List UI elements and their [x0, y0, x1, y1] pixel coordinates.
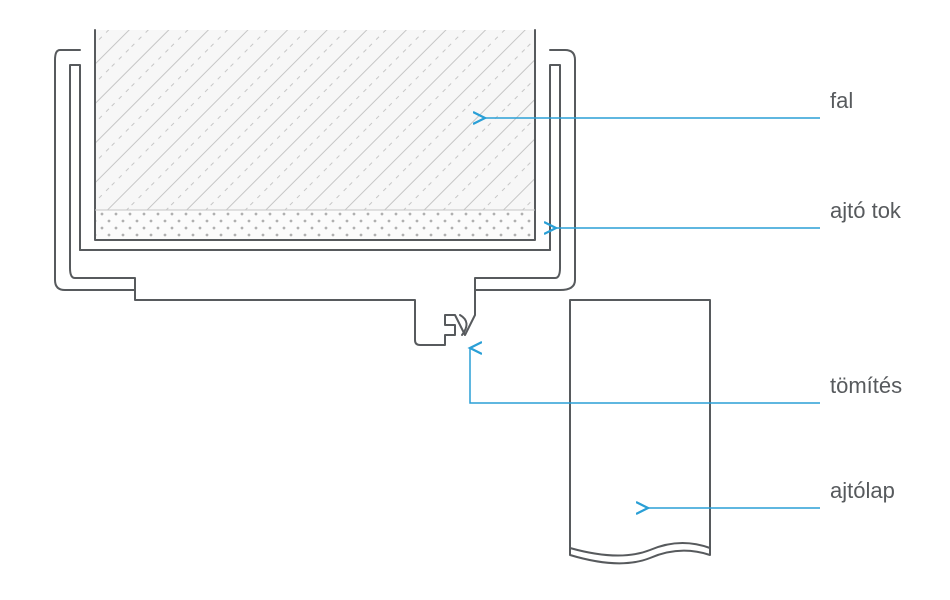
label-leaf: ajtólap [830, 478, 895, 503]
label-gasket: tömítés [830, 373, 902, 398]
label-frame: ajtó tok [830, 198, 902, 223]
mounting-foam-band [95, 210, 535, 240]
door-section-diagram: fal ajtó tok tömítés ajtólap [0, 0, 950, 600]
label-wall: fal [830, 88, 853, 113]
door-leaf [570, 300, 710, 563]
wall-section [95, 30, 535, 240]
leader-gasket [470, 348, 820, 403]
